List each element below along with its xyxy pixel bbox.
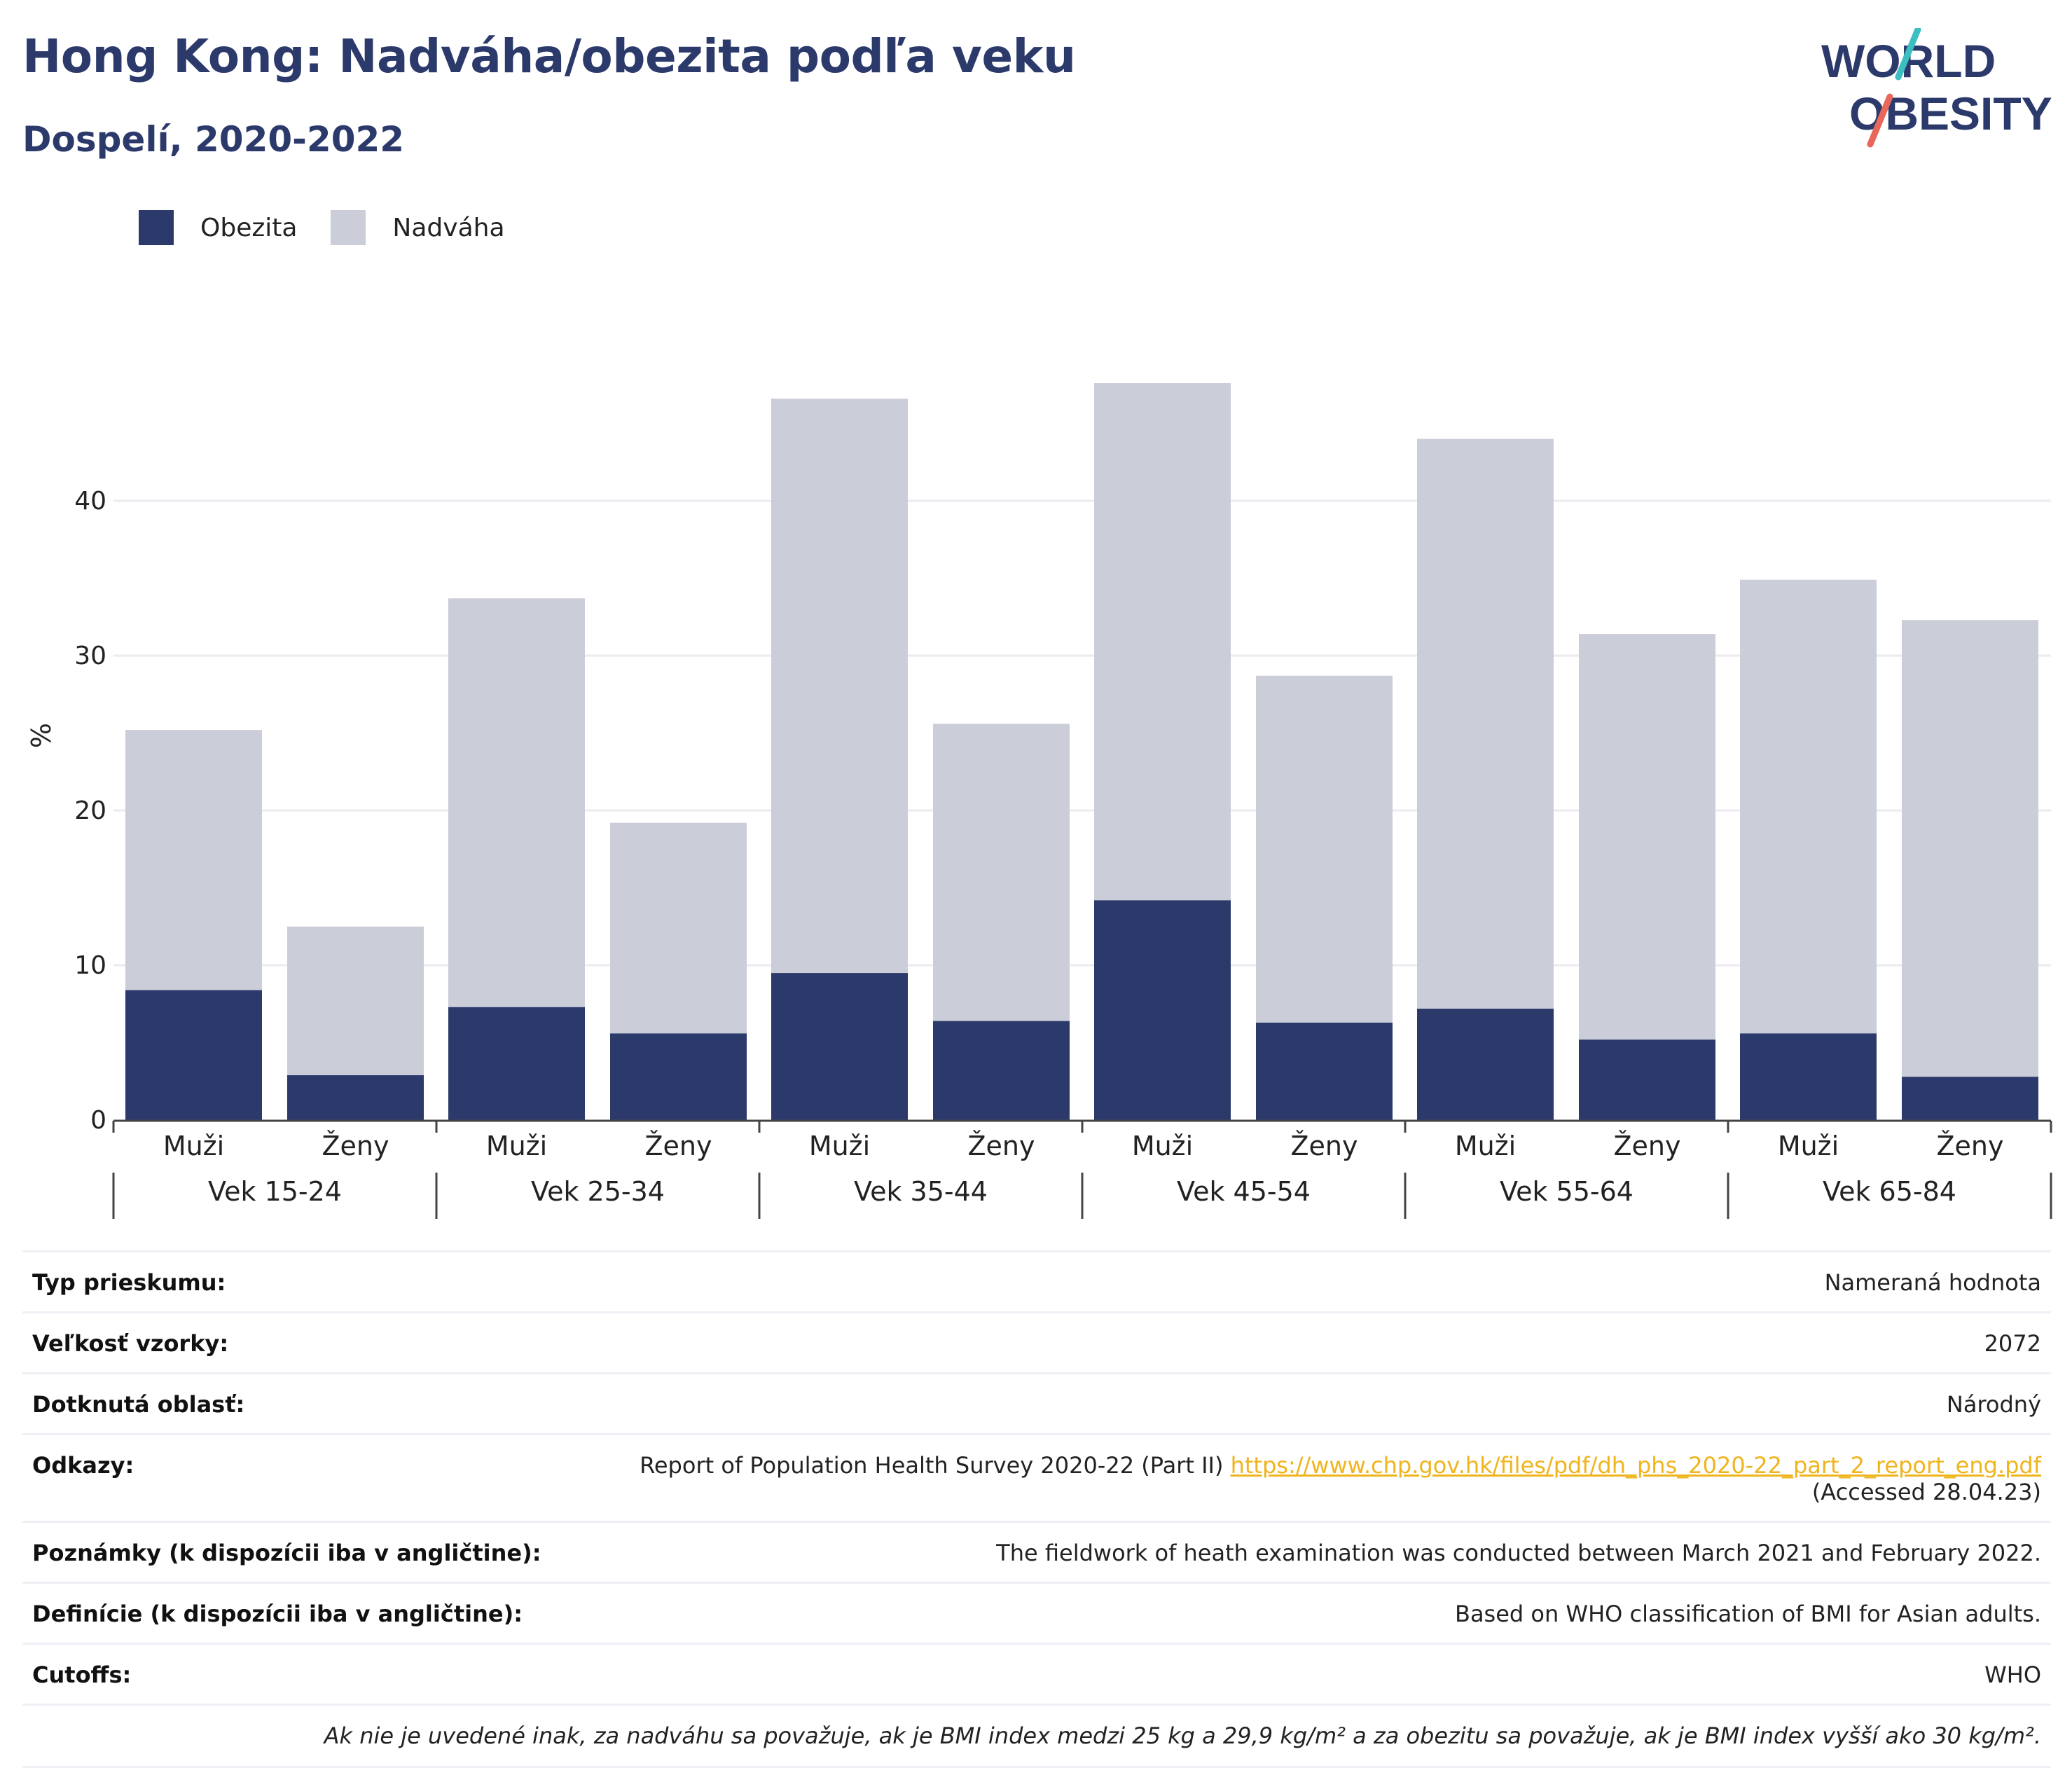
bar-obezita	[771, 973, 908, 1120]
info-row-references: Odkazy: Report of Population Health Surv…	[22, 1433, 2051, 1521]
x-group-label: Vek 55-64	[1500, 1176, 1634, 1207]
info-value: WHO	[1984, 1662, 2041, 1688]
info-label: Typ prieskumu:	[32, 1269, 226, 1296]
page-title: Hong Kong: Nadváha/obezita podľa veku	[22, 29, 1076, 83]
info-label: Veľkosť vzorky:	[32, 1330, 229, 1357]
x-sub-label: Ženy	[1291, 1131, 1358, 1161]
x-group-label: Vek 35-44	[854, 1176, 988, 1207]
bar-nadváha	[610, 822, 747, 1034]
info-row-sample-size: Veľkosť vzorky: 2072	[22, 1311, 2051, 1372]
reference-link[interactable]: https://www.chp.gov.hk/files/pdf/dh_phs_…	[1230, 1452, 2041, 1479]
x-sub-label: Ženy	[322, 1131, 389, 1161]
x-sub-label: Muži	[163, 1131, 224, 1161]
x-sub-label: Ženy	[1937, 1131, 2004, 1161]
x-sub-label: Muži	[1455, 1131, 1516, 1161]
info-value: Report of Population Health Survey 2020-…	[640, 1452, 2041, 1505]
chart-legend: Obezita Nadváha	[139, 210, 539, 245]
info-value: Národný	[1946, 1391, 2041, 1418]
info-row-area: Dotknutá oblasť: Národný	[22, 1372, 2051, 1433]
reference-text: Report of Population Health Survey 2020-…	[640, 1452, 1224, 1479]
bar-nadváha	[771, 399, 908, 974]
y-tick-label: 0	[90, 1106, 106, 1135]
logo-text-world: WORLD	[1821, 35, 1996, 87]
bar-obezita	[1256, 1022, 1393, 1120]
bar-obezita	[287, 1075, 424, 1120]
bar-chart: 0 10 20 30 40% Muži Ženy Vek 15-24 Muži Ženy Vek 2…	[26, 383, 2052, 1219]
x-sub-label: Ženy	[1614, 1131, 1681, 1161]
x-sub-label: Muži	[486, 1131, 547, 1161]
y-tick-label: 40	[74, 487, 106, 516]
info-row-definitions: Definície (k dispozícii iba v angličtine…	[22, 1582, 2051, 1643]
legend-label-obezita: Obezita	[200, 213, 298, 242]
logo-slash-top	[1895, 28, 1921, 81]
x-group-label: Vek 25-34	[531, 1176, 665, 1207]
bar-obezita	[125, 990, 262, 1120]
bar-nadváha	[1579, 634, 1715, 1040]
info-footnote: Ak nie je uvedené inak, za nadváhu sa po…	[22, 1704, 2051, 1768]
y-axis-label: %	[26, 723, 57, 748]
logo-slash-bottom	[1867, 93, 1893, 148]
bar-nadváha	[1902, 620, 2038, 1077]
x-sub-label: Ženy	[645, 1131, 712, 1161]
reference-accessed: (Accessed 28.04.23)	[1811, 1479, 2041, 1505]
bar-nadváha	[933, 724, 1070, 1021]
bar-obezita	[1094, 900, 1231, 1120]
info-label: Definície (k dispozícii iba v angličtine…	[32, 1601, 523, 1627]
info-row-survey-type: Typ prieskumu: Nameraná hodnota	[22, 1250, 2051, 1311]
page-subtitle: Dospelí, 2020-2022	[22, 119, 405, 160]
info-label: Poznámky (k dispozícii iba v angličtine)…	[32, 1540, 541, 1566]
bar-nadváha	[448, 598, 585, 1007]
info-label: Cutoffs:	[32, 1662, 132, 1688]
info-label: Dotknutá oblasť:	[32, 1391, 245, 1418]
bar-obezita	[1902, 1077, 2038, 1120]
x-group-label: Vek 65-84	[1823, 1176, 1956, 1207]
x-sub-label: Ženy	[968, 1131, 1035, 1161]
info-value: The fieldwork of heath examination was c…	[996, 1540, 2041, 1566]
world-obesity-logo: WORLD OBESITY	[1821, 28, 2052, 148]
y-tick-label: 30	[74, 642, 106, 670]
info-label: Odkazy:	[32, 1452, 134, 1479]
bar-obezita	[610, 1033, 747, 1120]
x-sub-label: Muži	[1132, 1131, 1193, 1161]
x-group-label: Vek 15-24	[208, 1176, 342, 1207]
info-value: 2072	[1984, 1330, 2041, 1357]
bar-nadváha	[1094, 383, 1231, 901]
x-group-label: Vek 45-54	[1177, 1176, 1311, 1207]
info-row-notes: Poznámky (k dispozícii iba v angličtine)…	[22, 1521, 2051, 1582]
y-tick-label: 10	[74, 951, 106, 980]
bar-obezita	[448, 1007, 585, 1120]
bar-nadváha	[287, 926, 424, 1075]
legend-item-nadvaha[interactable]: Nadváha	[331, 210, 505, 245]
bar-obezita	[933, 1021, 1070, 1120]
legend-item-obezita[interactable]: Obezita	[139, 210, 297, 245]
legend-swatch-nadvaha	[331, 210, 366, 245]
bar-nadváha	[1740, 579, 1877, 1034]
bar-obezita	[1417, 1008, 1554, 1120]
info-row-cutoffs: Cutoffs: WHO	[22, 1643, 2051, 1704]
bar-obezita	[1740, 1033, 1877, 1120]
legend-swatch-obezita	[139, 210, 174, 245]
bar-nadváha	[1417, 438, 1554, 1009]
bar-nadváha	[125, 730, 262, 990]
x-sub-label: Muži	[1778, 1131, 1839, 1161]
y-tick-label: 20	[74, 796, 106, 825]
legend-label-nadvaha: Nadváha	[392, 213, 505, 242]
bar-nadváha	[1256, 675, 1393, 1023]
info-value: Based on WHO classification of BMI for A…	[1454, 1601, 2041, 1627]
bar-obezita	[1579, 1040, 1715, 1120]
x-sub-label: Muži	[809, 1131, 870, 1161]
info-value: Nameraná hodnota	[1824, 1269, 2041, 1296]
info-table: Typ prieskumu: Nameraná hodnota Veľkosť …	[22, 1250, 2051, 1768]
